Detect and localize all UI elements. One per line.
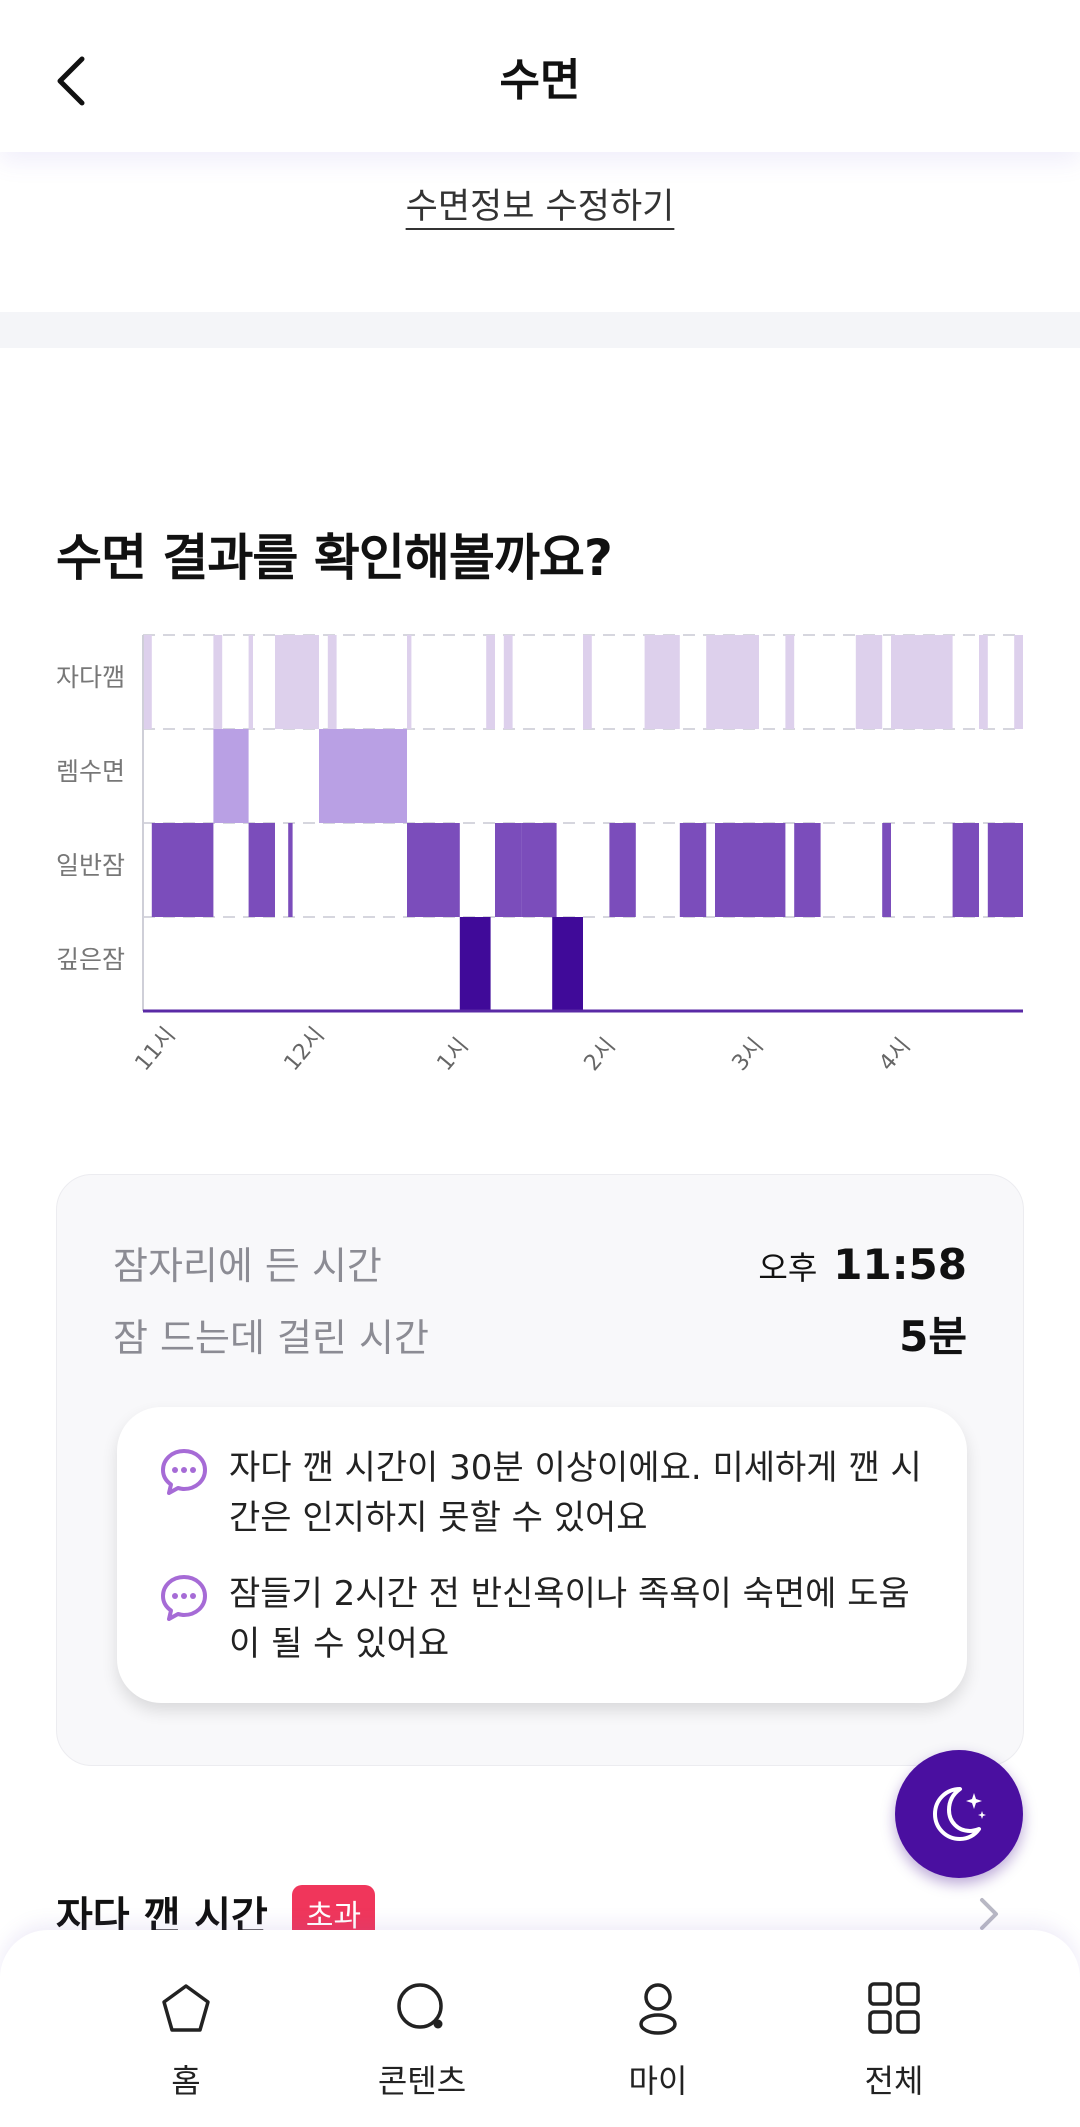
sleep-segment (609, 823, 636, 917)
sleep-segment (213, 635, 223, 729)
sleep-segment (275, 635, 319, 729)
sleep-segment (248, 635, 253, 729)
sleep-segment (327, 635, 337, 729)
nav-item-my[interactable]: 마이 (583, 1978, 733, 2102)
sleep-segment (891, 635, 953, 729)
sleep-segment (407, 823, 460, 917)
sleep-segment (715, 823, 786, 917)
sleep-info-card: 잠자리에 든 시간 오후 11:58 잠 드는데 걸린 시간 5분 자다 깬 시간… (56, 1174, 1024, 1766)
sleep-segment (679, 823, 707, 917)
sleep-segment (706, 635, 759, 729)
nav-item-content[interactable]: 콘텐츠 (347, 1978, 497, 2102)
nav-label: 홈 (171, 2062, 201, 2100)
y-label-light: 일반잠 (56, 851, 126, 880)
edit-sleep-info-link-wrap: 수면정보 수정하기 (0, 178, 1080, 229)
sleep-segment (583, 635, 592, 729)
chat-bubble-icon (161, 1575, 207, 1621)
bed-time-value: 11:58 (833, 1240, 967, 1289)
tip-text: 잠들기 2시간 전 반신욕이나 족욕이 숙면에 도움이 될 수 있어요 (229, 1574, 910, 1664)
sleep-segment (1014, 635, 1023, 729)
fall-asleep-value: 5분 (899, 1312, 967, 1361)
tip-text: 자다 깬 시간이 30분 이상이에요. 미세하게 깬 시간은 인지하지 못할 수… (229, 1448, 922, 1538)
chart-canvas (142, 634, 1023, 1013)
section-title: 수면 결과를 확인해볼까요? (56, 529, 613, 587)
sleep-segment (288, 823, 293, 917)
search-icon (397, 1983, 443, 2029)
chevron-right-icon[interactable] (974, 1894, 1004, 1934)
top-bar: 수면 (0, 0, 1080, 152)
nav-item-home[interactable]: 홈 (111, 1978, 261, 2102)
fall-asleep-label: 잠 드는데 걸린 시간 (113, 1316, 429, 1360)
home-icon (162, 1984, 210, 2032)
chevron-left-icon (57, 56, 85, 106)
sleep-segment (794, 823, 821, 917)
bottom-nav: 홈 콘텐츠 마이 (0, 1930, 1080, 2127)
nav-label: 마이 (628, 2062, 688, 2100)
back-button[interactable] (50, 46, 110, 116)
nav-item-all[interactable]: 전체 (819, 1978, 969, 2102)
chat-bubble-icon (161, 1449, 207, 1495)
sleep-segment (495, 823, 522, 917)
sleep-segment (855, 635, 883, 729)
sleep-segment (407, 635, 412, 729)
sleep-segment (213, 729, 249, 823)
bed-time-value-wrap: 오후 11:58 (758, 1240, 967, 1289)
tip-item: 자다 깬 시간이 30분 이상이에요. 미세하게 깬 시간은 인지하지 못할 수… (157, 1443, 927, 1543)
sleep-segment (486, 635, 495, 729)
sleep-segment (319, 729, 407, 823)
sleep-stage-chart: 자다깸 렘수면 일반잠 깊은잠 11시 12시 1시 2시 3시 4시 (0, 600, 1080, 1100)
fall-asleep-row: 잠 드는데 걸린 시간 5분 (113, 1303, 967, 1364)
nav-label: 전체 (864, 2062, 924, 2100)
y-label-rem: 렘수면 (56, 757, 126, 786)
y-label-awake: 자다깸 (56, 663, 126, 692)
sleep-segment (952, 823, 979, 917)
sleep-tips-box: 자다 깬 시간이 30분 이상이에요. 미세하게 깬 시간은 인지하지 못할 수… (117, 1407, 967, 1703)
section-divider (0, 312, 1080, 348)
sleep-segment (503, 635, 513, 729)
y-label-deep: 깊은잠 (56, 945, 126, 974)
sleep-mode-fab[interactable] (895, 1750, 1023, 1878)
sleep-segment (785, 635, 795, 729)
sleep-segment (644, 635, 680, 729)
bed-time-row: 잠자리에 든 시간 오후 11:58 (113, 1235, 967, 1290)
bed-time-ampm: 오후 (758, 1249, 818, 1287)
sleep-segment (151, 823, 214, 917)
person-icon (639, 1983, 677, 2035)
bed-time-label: 잠자리에 든 시간 (113, 1244, 382, 1288)
nav-label: 콘텐츠 (377, 2062, 467, 2100)
sleep-segment (882, 823, 891, 917)
sleep-segment (987, 823, 1023, 917)
moon-sparkle-icon (933, 1787, 986, 1841)
tip-item: 잠들기 2시간 전 반신욕이나 족욕이 숙면에 도움이 될 수 있어요 (157, 1569, 927, 1669)
sleep-segment (248, 823, 275, 917)
sleep-segment (521, 823, 557, 917)
sleep-segment (143, 635, 152, 729)
sleep-segment (459, 917, 491, 1011)
edit-sleep-info-link[interactable]: 수면정보 수정하기 (405, 187, 675, 227)
sleep-segment (979, 635, 988, 729)
page-title: 수면 (499, 55, 581, 106)
grid-icon (868, 1982, 920, 2034)
sleep-segment (552, 917, 583, 1011)
